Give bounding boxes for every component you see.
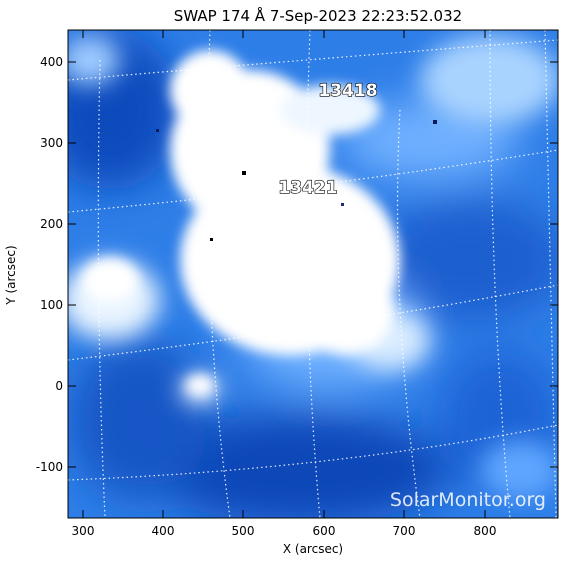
- y-tick-label: 200: [40, 217, 63, 231]
- x-tick-label: 500: [232, 524, 255, 538]
- y-tick-label: 0: [55, 379, 63, 393]
- x-tick-label: 700: [393, 524, 416, 538]
- figure-title: SWAP 174 Å 7-Sep-2023 22:23:52.032: [174, 6, 462, 25]
- x-axis-label: X (arcsec): [283, 542, 343, 556]
- x-tick-label: 300: [72, 524, 95, 538]
- y-tick-labels: 400 300 200 100 0 -100: [36, 55, 63, 474]
- y-axis-label: Y (arcsec): [4, 245, 18, 305]
- y-tick-label: -100: [36, 460, 63, 474]
- watermark: SolarMonitor.org: [390, 489, 546, 511]
- region-label-13421: 13421: [278, 178, 337, 198]
- x-tick-label: 400: [152, 524, 175, 538]
- y-tick-label: 100: [40, 298, 63, 312]
- y-tick-label: 400: [40, 55, 63, 69]
- euv-image: [68, 30, 558, 518]
- heliographic-grid: [68, 30, 558, 518]
- x-tick-label: 800: [474, 524, 497, 538]
- x-tick-label: 600: [313, 524, 336, 538]
- region-label-13418: 13418: [318, 81, 377, 101]
- plot-frame: [67, 29, 559, 519]
- y-tick-label: 300: [40, 136, 63, 150]
- image-specks: [156, 120, 437, 241]
- tick-marks: [68, 30, 558, 518]
- x-tick-labels: 300 400 500 600 700 800: [72, 524, 497, 538]
